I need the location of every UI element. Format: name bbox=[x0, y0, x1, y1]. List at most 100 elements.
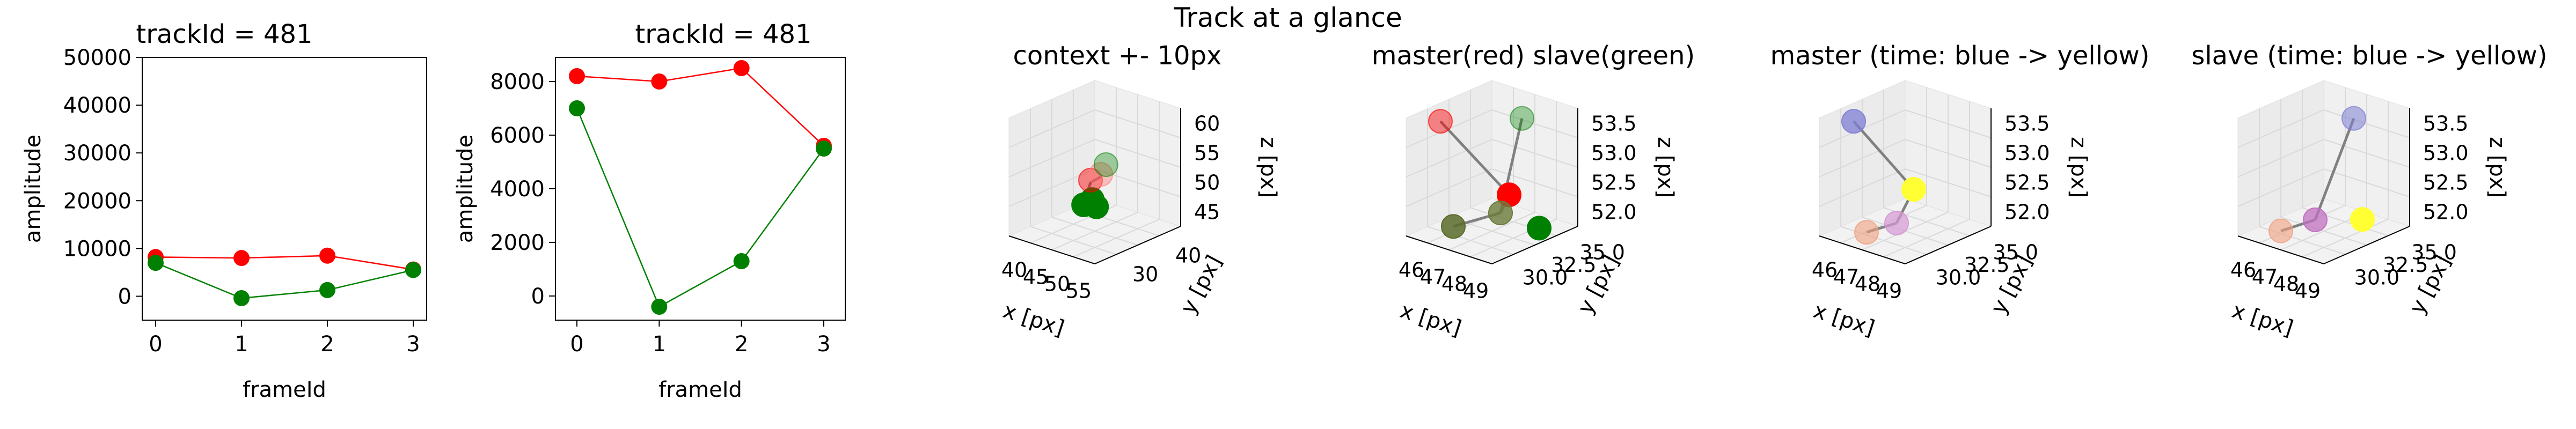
x-tick-label: 50 bbox=[1044, 272, 1070, 296]
x-tick-label: 47 bbox=[1420, 265, 1446, 289]
grid-line bbox=[2302, 219, 2389, 257]
z-tick-label: 50 bbox=[1194, 171, 1220, 195]
track-segment bbox=[1439, 120, 1510, 196]
x-tick-label: 40 bbox=[1001, 258, 1027, 282]
panel-3d-title: context +- 10px bbox=[1013, 41, 1222, 71]
z-tick-label: 53.5 bbox=[1591, 112, 1637, 136]
y-tick-label: 30000 bbox=[63, 141, 131, 166]
y-tick-label: 40000 bbox=[63, 93, 131, 118]
grid-line bbox=[1008, 109, 1095, 148]
y-tick-label: 50000 bbox=[63, 46, 131, 70]
x-tick-label: 46 bbox=[2230, 258, 2256, 282]
grid-line bbox=[1491, 109, 1578, 138]
x-axis-label: x [px] bbox=[1397, 298, 1464, 341]
x-tick-label: 3 bbox=[817, 332, 830, 357]
y-tick-label: 35.0 bbox=[2411, 241, 2457, 264]
series-red-point bbox=[733, 60, 750, 76]
track-segment bbox=[1853, 120, 1915, 190]
z-tick-label: 55 bbox=[1194, 142, 1220, 165]
grid-line bbox=[1905, 109, 1992, 138]
y-tick-label: 30.0 bbox=[1936, 265, 1981, 289]
track-point bbox=[1901, 177, 1926, 202]
axis-line bbox=[2323, 226, 2410, 264]
x-tick-label: 55 bbox=[1066, 279, 1092, 303]
grid-line bbox=[1073, 219, 1160, 257]
x-tick-label: 48 bbox=[1441, 272, 1467, 296]
chart-2-title: trackId = 481 bbox=[635, 19, 811, 49]
axis-line bbox=[1905, 226, 1992, 264]
y-tick-label: 20000 bbox=[63, 189, 131, 213]
y-tick-label: 4000 bbox=[490, 177, 545, 202]
amplitude-chart-2: trackId = 481 0 2000 4000 6000 8000 0 1 2 3 fram… bbox=[453, 19, 846, 402]
z-tick-label: 52.5 bbox=[1591, 171, 1637, 195]
grid-line bbox=[2280, 217, 2367, 246]
track-point bbox=[1884, 211, 1909, 235]
panel-3d-title: slave (time: blue -> yellow) bbox=[2191, 41, 2547, 71]
chart-1-ylabel: amplitude bbox=[21, 135, 46, 243]
series-red-point bbox=[651, 73, 668, 90]
chart-1-title: trackId = 481 bbox=[136, 19, 312, 49]
x-tick-label: 48 bbox=[1855, 272, 1880, 296]
axis-line bbox=[1819, 235, 1906, 264]
axis-line bbox=[1008, 235, 1095, 264]
y-tick-label: 35.0 bbox=[1993, 241, 2038, 264]
track-point bbox=[2350, 207, 2375, 232]
z-tick-label: 52.5 bbox=[2004, 171, 2050, 195]
y-tick-label: 0 bbox=[531, 284, 545, 309]
y-tick-label: 8000 bbox=[490, 70, 545, 94]
grid-line bbox=[1094, 109, 1181, 138]
z-axis-label: z [px] bbox=[2066, 137, 2091, 198]
track-point bbox=[1510, 106, 1534, 131]
track-point bbox=[1428, 109, 1453, 134]
track-point bbox=[1093, 152, 1118, 177]
track-point bbox=[2303, 207, 2328, 232]
x-tick-label: 0 bbox=[570, 332, 583, 357]
axis-line bbox=[1406, 235, 1492, 264]
grid-line bbox=[2323, 139, 2410, 168]
grid-line bbox=[1008, 139, 1095, 177]
series-green-point bbox=[405, 262, 421, 278]
series-red-point bbox=[319, 247, 335, 264]
y-tick-label: 32.5 bbox=[1551, 253, 1597, 277]
grid-line bbox=[1819, 139, 1906, 177]
grid-line bbox=[1406, 139, 1492, 177]
x-tick-label: 48 bbox=[2273, 272, 2299, 296]
z-tick-label: 52.0 bbox=[1591, 201, 1637, 224]
grid-line bbox=[2237, 139, 2324, 177]
figure-suptitle: Track at a glance bbox=[1173, 2, 1402, 33]
grid-line bbox=[1491, 139, 1578, 168]
x-axis-label: x [px] bbox=[1000, 298, 1067, 341]
track-point bbox=[1084, 194, 1109, 219]
series-red-point bbox=[233, 250, 250, 267]
series-green-point bbox=[733, 253, 750, 269]
track-point bbox=[1854, 220, 1879, 245]
z-tick-label: 52.0 bbox=[2423, 201, 2469, 224]
x-tick-label: 49 bbox=[1463, 279, 1489, 303]
y-tick-label: 35.0 bbox=[1579, 241, 1625, 264]
track-segment bbox=[2314, 117, 2355, 220]
series-green-point bbox=[233, 290, 250, 307]
y-tick-label: 30 bbox=[1132, 263, 1158, 286]
series-green-line bbox=[576, 108, 825, 308]
x-tick-label: 46 bbox=[1812, 258, 1838, 282]
z-tick-label: 60 bbox=[1194, 112, 1220, 136]
x-tick-label: 47 bbox=[1833, 265, 1859, 289]
axis-line bbox=[1094, 226, 1181, 264]
axis-line bbox=[2237, 235, 2324, 264]
track-point bbox=[1488, 201, 1513, 226]
y-tick-label: 32.5 bbox=[1964, 253, 2010, 277]
z-axis-label: z [px] bbox=[1256, 137, 1280, 198]
series-red-point bbox=[569, 68, 585, 84]
series-green-point bbox=[319, 282, 335, 298]
axis-line bbox=[1491, 226, 1578, 264]
track-point bbox=[1441, 214, 1466, 239]
grid-line bbox=[1094, 139, 1181, 168]
x-axis-label: x [px] bbox=[2229, 298, 2296, 341]
x-tick-label: 2 bbox=[735, 332, 748, 357]
series-green-line bbox=[155, 262, 414, 299]
